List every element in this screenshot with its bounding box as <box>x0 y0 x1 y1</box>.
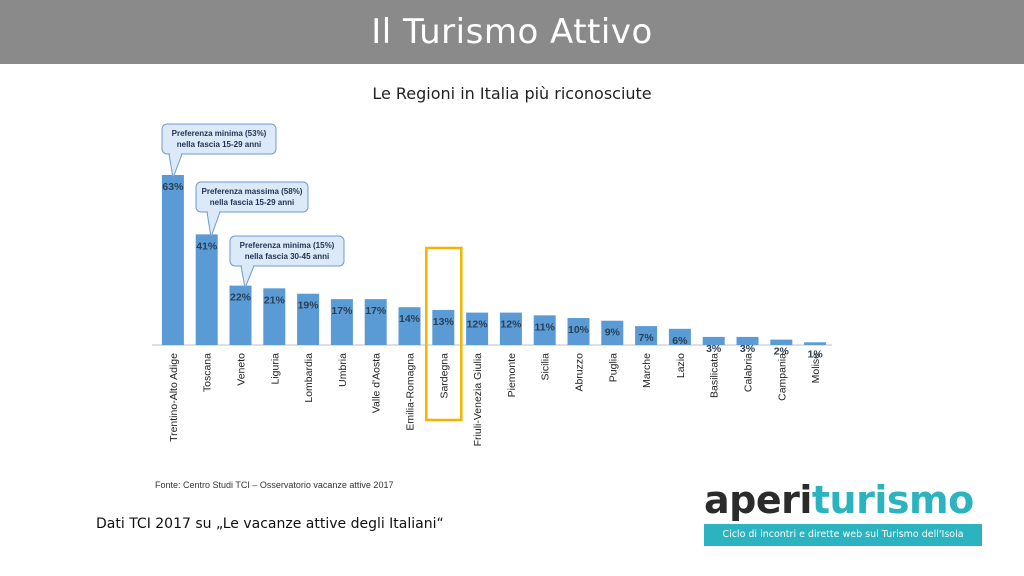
bar <box>770 339 793 345</box>
data-label: 12% <box>500 319 522 331</box>
data-label: 19% <box>298 300 320 312</box>
bar <box>702 336 725 345</box>
bar <box>161 175 184 345</box>
footer-note: Dati TCI 2017 su „Le vacanze attive degl… <box>96 516 444 532</box>
callout: Preferenza minima (15%) nella fascia 30-4… <box>229 235 345 290</box>
bar <box>466 312 489 345</box>
tick-label: Emilia-Romagna <box>405 353 417 431</box>
callout-line-1: Preferenza minima (53%) <box>172 129 267 138</box>
tick-label: Campania <box>776 353 788 401</box>
tick-label: Molise <box>810 353 822 384</box>
page-title: Il Turismo Attivo <box>371 12 653 52</box>
data-label: 11% <box>534 321 555 333</box>
tick-label: Trentino-Alto Adige <box>168 353 180 442</box>
data-label: 14% <box>399 313 421 325</box>
tick-label: Sardegna <box>438 353 450 399</box>
callout-line-2: nella fascia 15-29 anni <box>177 140 262 149</box>
data-label: 1% <box>808 348 824 360</box>
logo-wordmark: aperiturismo <box>704 478 986 522</box>
data-label: 9% <box>605 327 621 339</box>
logo-part-1: aperi <box>704 478 812 522</box>
bar <box>297 293 320 345</box>
tick-label: Umbria <box>337 353 349 387</box>
bar <box>499 312 522 345</box>
data-label: 6% <box>672 335 688 347</box>
bar <box>533 315 556 345</box>
callout: Preferenza massima (58%) nella fascia 15-… <box>195 181 309 238</box>
bar <box>364 299 387 345</box>
callout-line-2: nella fascia 30-45 anni <box>245 252 330 261</box>
chart-title: Le Regioni in Italia più riconosciute <box>372 84 652 103</box>
tick-label: Puglia <box>607 353 619 382</box>
tick-label: Liguria <box>269 353 281 385</box>
data-label: 10% <box>568 324 590 336</box>
bar <box>432 309 455 345</box>
tick-label: Calabria <box>743 353 755 392</box>
bar <box>736 336 759 345</box>
data-label: 41% <box>196 240 218 252</box>
tick-label: Friuli-Venezia Giulia <box>472 353 484 447</box>
tick-label: Abruzzo <box>574 353 586 392</box>
bar <box>668 328 691 345</box>
bar <box>229 285 252 345</box>
bar <box>567 318 590 345</box>
data-label: 3% <box>740 343 756 355</box>
tick-label: Toscana <box>202 353 214 392</box>
data-label: 63% <box>162 181 184 193</box>
logo-part-2: turismo <box>811 478 974 522</box>
tick-label: Lombardia <box>303 353 315 403</box>
callout-line-1: Preferenza massima (58%) <box>202 187 303 196</box>
tick-label: Lazio <box>675 353 687 378</box>
tick-label: Veneto <box>236 353 248 386</box>
chart-source: Fonte: Centro Studi TCI – Osservatorio v… <box>155 480 394 490</box>
tick-label: Valle d'Aosta <box>371 353 383 413</box>
data-label: 2% <box>774 346 790 358</box>
tick-label: Piemonte <box>506 353 518 398</box>
bar <box>804 342 827 345</box>
bar <box>635 326 658 345</box>
data-label: 7% <box>639 332 655 344</box>
bar <box>330 299 353 345</box>
bar <box>398 307 421 345</box>
tick-label: Sicilia <box>540 353 552 381</box>
header-bar: Il Turismo Attivo <box>0 0 1024 64</box>
bar <box>263 288 286 345</box>
data-label: 21% <box>264 294 286 306</box>
tick-label: Basilicata <box>709 353 721 398</box>
bar <box>601 320 624 345</box>
data-label: 13% <box>433 316 455 328</box>
logo-tagline: Ciclo di incontri e dirette web sul Turi… <box>704 524 982 546</box>
highlight-box <box>425 246 463 422</box>
callout: Preferenza minima (53%) nella fascia 15-2… <box>161 123 277 180</box>
bar <box>195 234 218 345</box>
callout-line-1: Preferenza minima (15%) <box>240 241 335 250</box>
aperiturismo-logo[interactable]: aperiturismo Ciclo di incontri e dirette… <box>704 478 986 550</box>
data-label: 3% <box>706 343 722 355</box>
data-label: 17% <box>331 305 353 317</box>
data-label: 17% <box>365 305 387 317</box>
data-label: 22% <box>230 292 252 304</box>
data-label: 12% <box>467 319 489 331</box>
callout-line-2: nella fascia 15-29 anni <box>210 198 295 207</box>
tick-label: Marche <box>641 353 653 388</box>
